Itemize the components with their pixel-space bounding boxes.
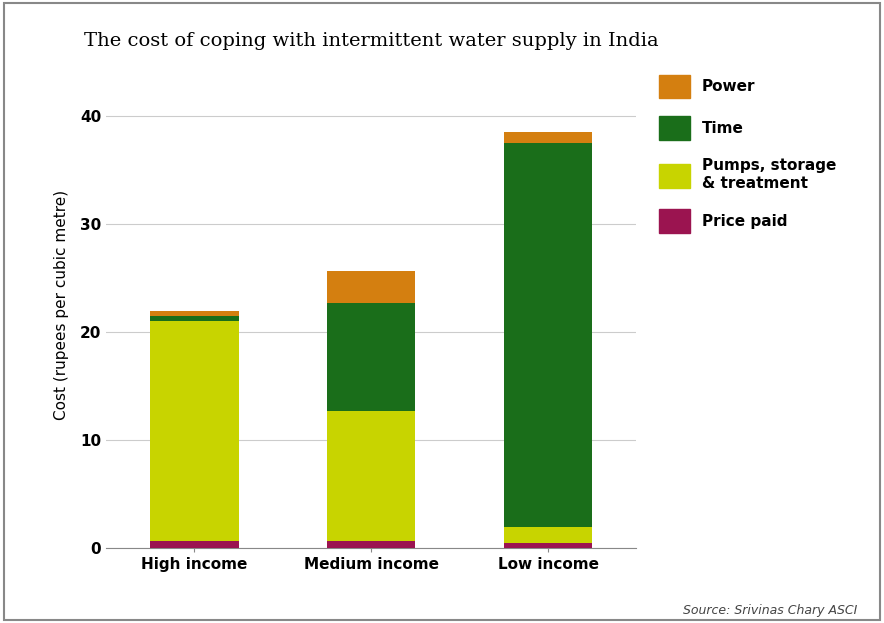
Bar bbox=[504, 133, 592, 143]
Bar bbox=[327, 541, 415, 548]
Title: The cost of coping with intermittent water supply in India: The cost of coping with intermittent wat… bbox=[84, 32, 659, 50]
Text: Source: Srivinas Chary ASCI: Source: Srivinas Chary ASCI bbox=[683, 604, 857, 617]
Bar bbox=[327, 271, 415, 303]
Bar bbox=[150, 541, 239, 548]
Bar bbox=[327, 303, 415, 411]
Bar bbox=[150, 321, 239, 541]
Bar bbox=[327, 411, 415, 541]
Bar bbox=[150, 316, 239, 321]
Bar bbox=[150, 311, 239, 316]
Bar bbox=[504, 543, 592, 548]
Bar bbox=[504, 143, 592, 526]
Y-axis label: Cost (rupees per cubic metre): Cost (rupees per cubic metre) bbox=[54, 190, 69, 421]
Bar bbox=[504, 526, 592, 543]
Legend: Power, Time, Pumps, storage
& treatment, Price paid: Power, Time, Pumps, storage & treatment,… bbox=[655, 70, 841, 237]
